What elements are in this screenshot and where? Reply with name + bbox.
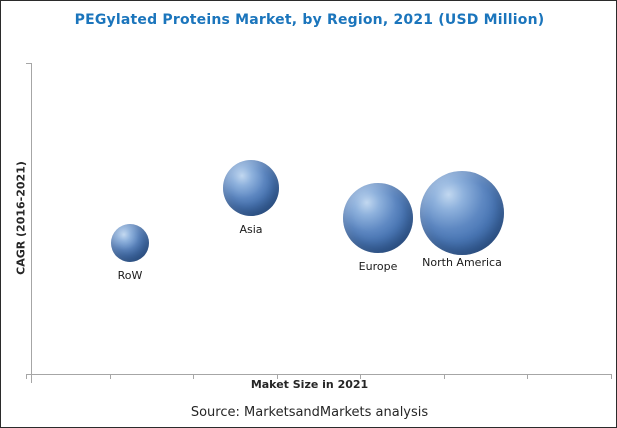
x-axis-tick — [527, 374, 528, 379]
x-axis-line — [26, 374, 611, 375]
chart-title: PEGylated Proteins Market, by Region, 20… — [74, 12, 545, 28]
bubble-label-north-america: North America — [422, 256, 502, 269]
source-text: Source: MarketsandMarkets analysis — [190, 405, 429, 420]
bubble-europe — [343, 183, 413, 253]
y-axis-label: CAGR (2016-2021) — [14, 161, 28, 275]
bubble-row — [111, 224, 149, 262]
bubble-label-row: RoW — [117, 269, 143, 282]
x-axis-tick — [193, 374, 194, 379]
x-axis-tick — [110, 374, 111, 379]
bubble-label-europe: Europe — [358, 260, 398, 273]
bubble-label-asia: Asia — [239, 223, 263, 236]
x-axis-label: Maket Size in 2021 — [250, 378, 369, 391]
x-axis-tick — [611, 374, 612, 379]
bubble-north-america — [420, 171, 504, 255]
y-axis-line — [31, 63, 32, 383]
x-axis-tick — [360, 374, 361, 379]
y-axis-end-tick — [26, 63, 32, 64]
x-axis-tick — [444, 374, 445, 379]
x-axis-tick — [26, 374, 27, 379]
x-axis-tick — [277, 374, 278, 379]
bubble-asia — [223, 160, 279, 216]
